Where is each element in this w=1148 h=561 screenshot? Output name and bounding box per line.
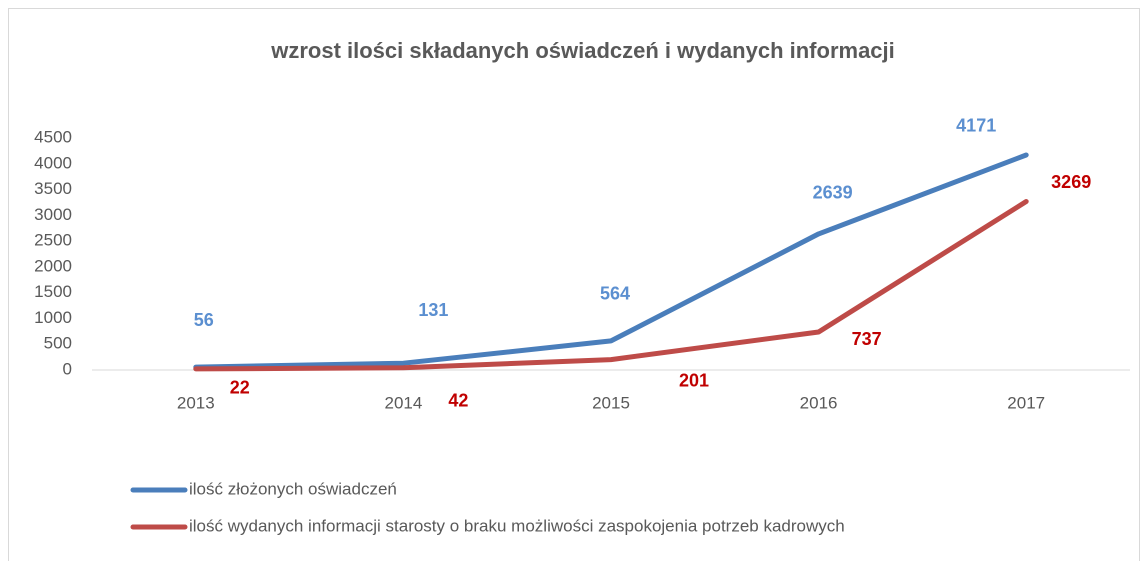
- data-label: 3269: [1051, 172, 1091, 192]
- data-label: 56: [194, 310, 214, 330]
- y-tick-label: 4500: [34, 127, 72, 146]
- legend-label: ilość wydanych informacji starosty o bra…: [189, 516, 845, 535]
- data-label: 4171: [956, 116, 996, 136]
- data-label: 2639: [813, 183, 853, 203]
- data-label: 42: [448, 391, 468, 411]
- data-label: 737: [852, 329, 882, 349]
- y-tick-label: 3000: [34, 205, 72, 224]
- series-line: [193, 152, 1029, 370]
- y-tick-label: 1000: [34, 308, 72, 327]
- data-label: 131: [418, 300, 448, 320]
- y-tick-label: 3500: [34, 179, 72, 198]
- y-tick-label: 2000: [34, 256, 72, 275]
- y-tick-label: 0: [63, 359, 72, 378]
- data-label: 564: [600, 284, 630, 304]
- x-tick-label: 2015: [592, 393, 630, 412]
- chart-border: [8, 8, 1140, 561]
- x-tick-label: 2017: [1007, 393, 1045, 412]
- legend-label: ilość złożonych oświadczeń: [189, 479, 397, 498]
- y-tick-label: 1500: [34, 282, 72, 301]
- data-label: 201: [679, 370, 709, 390]
- y-tick-label: 500: [44, 334, 72, 353]
- x-tick-label: 2016: [800, 393, 838, 412]
- y-tick-label: 4000: [34, 153, 72, 172]
- x-tick-label: 2014: [384, 393, 422, 412]
- data-label: 22: [230, 378, 250, 398]
- x-tick-label: 2013: [177, 393, 215, 412]
- y-tick-label: 2500: [34, 231, 72, 250]
- series-line: [193, 199, 1029, 372]
- chart-title: wzrost ilości składanych oświadczeń i wy…: [270, 38, 895, 63]
